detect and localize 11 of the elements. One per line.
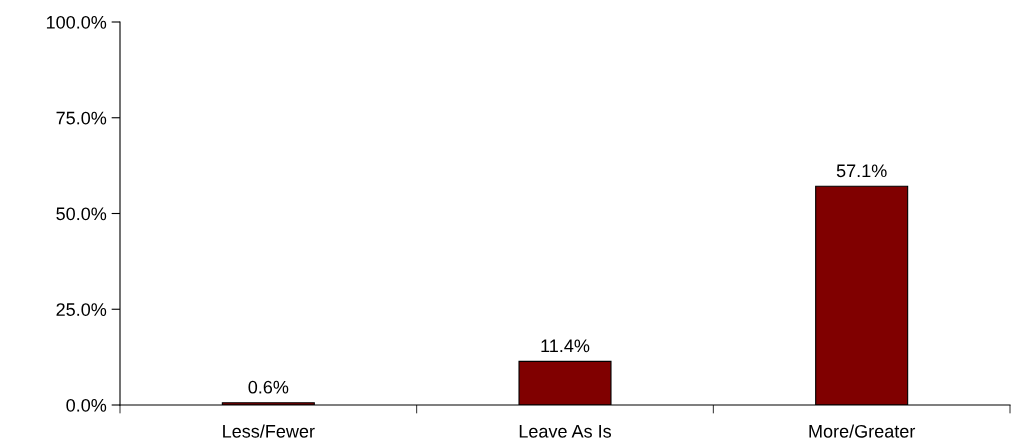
y-tick-label: 0.0%	[66, 398, 107, 412]
y-tick-label: 50.0%	[56, 207, 107, 221]
y-tick-label: 75.0%	[56, 111, 107, 125]
y-tick-label: 100.0%	[46, 15, 107, 29]
data-label: 57.1%	[836, 164, 887, 178]
data-label: 0.6%	[248, 380, 289, 394]
x-tick-label: Less/Fewer	[223, 424, 315, 438]
y-tick-label: 25.0%	[56, 303, 107, 316]
data-label: 11.4%	[541, 339, 590, 353]
x-tick-label: Leave As Is	[519, 425, 612, 438]
x-tick-label: More/Greater	[809, 424, 916, 438]
